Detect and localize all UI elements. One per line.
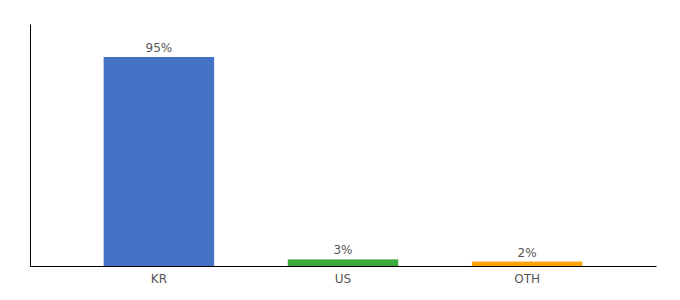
x-tick-label: US <box>335 272 351 286</box>
bar <box>104 57 214 266</box>
y-axis <box>30 25 31 267</box>
bar <box>288 259 398 266</box>
bar <box>472 262 582 266</box>
chart-container: KR US OTH 95% 3% 2% <box>0 0 680 300</box>
x-tick: US <box>335 272 351 286</box>
x-tick-label: KR <box>151 272 167 286</box>
x-tick-label: OTH <box>514 272 540 286</box>
x-tick: KR <box>151 272 167 286</box>
bars <box>104 57 583 266</box>
chart-svg: KR US OTH 95% 3% 2% <box>0 0 680 300</box>
data-label: 2% <box>518 246 537 260</box>
data-labels: 95% 3% 2% <box>146 41 537 260</box>
plot-area: KR US OTH 95% 3% 2% <box>31 25 657 286</box>
x-tick: OTH <box>514 272 540 286</box>
data-label: 3% <box>333 243 352 257</box>
x-axis: KR US OTH <box>31 267 657 286</box>
data-label: 95% <box>146 41 173 55</box>
y-axis-line <box>30 25 31 267</box>
x-axis-line <box>31 266 657 267</box>
